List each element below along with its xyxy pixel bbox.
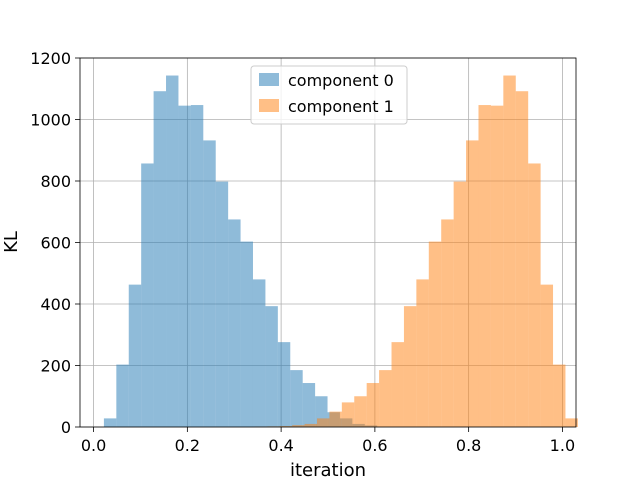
histogram-bar-component-1: [379, 370, 392, 427]
y-axis-label: KL: [1, 231, 22, 253]
histogram-bar-component-0: [141, 163, 154, 427]
histogram-bar-component-0: [240, 241, 253, 427]
histogram-bar-component-0: [277, 342, 291, 427]
legend-box: [250, 65, 408, 125]
histogram-bar-component-1: [553, 364, 566, 427]
histogram-bar-component-1: [515, 91, 529, 428]
histogram-bar-component-1: [304, 423, 317, 427]
y-tick-label: 800: [40, 172, 71, 191]
histogram-bar-component-0: [215, 181, 229, 427]
histogram-bar-component-1: [478, 105, 491, 428]
histogram-bar-component-1: [466, 140, 479, 427]
histogram-bar-component-1: [341, 402, 355, 427]
histogram-bar-component-0: [116, 364, 129, 427]
y-tick-label: 1000: [30, 111, 71, 130]
histogram-bar-component-1: [565, 418, 578, 427]
histogram-bar-component-1: [292, 425, 305, 427]
histogram-bars: [103, 75, 578, 428]
histogram-bar-component-1: [403, 306, 417, 427]
histogram-bar-component-1: [316, 418, 330, 427]
y-tick-label: 0: [61, 418, 71, 437]
histogram-bar-component-0: [302, 383, 316, 427]
y-tick-label: 400: [40, 295, 71, 314]
histogram-bar-component-1: [391, 342, 404, 427]
legend-swatch-component-0: [259, 73, 279, 86]
x-tick-label: 0.4: [268, 436, 293, 455]
histogram-bar-component-1: [528, 163, 541, 427]
x-tick-label: 0.0: [81, 436, 106, 455]
y-tick-label: 600: [40, 234, 71, 253]
legend-label-component-1: component 1: [288, 97, 394, 116]
histogram-bar-component-0: [128, 284, 142, 427]
histogram-bar-component-1: [329, 411, 342, 427]
histogram-bar-component-1: [441, 219, 454, 427]
histogram-bar-component-1: [540, 284, 554, 427]
histogram-bar-component-0: [190, 105, 204, 428]
histogram-bar-component-1: [279, 426, 293, 427]
y-tick-label: 1200: [30, 49, 71, 68]
x-tick-label: 0.2: [175, 436, 200, 455]
x-axis-label: iteration: [290, 460, 366, 480]
histogram-bar-component-0: [153, 91, 167, 428]
histogram-bar-component-0: [166, 75, 179, 427]
histogram-bar-component-1: [428, 241, 442, 427]
x-tick-label: 1.0: [550, 436, 575, 455]
y-tick-label: 200: [40, 357, 71, 376]
histogram-bar-component-0: [265, 306, 278, 427]
histogram-bar-component-1: [503, 75, 516, 427]
histogram-bar-component-1: [366, 383, 380, 427]
histogram-bar-component-0: [228, 219, 241, 427]
histogram-bar-component-0: [290, 370, 303, 427]
histogram-bar-component-1: [490, 105, 504, 427]
y-axis-ticks: 0 200 400 600 800 1000 1200: [30, 49, 80, 437]
legend: component 0 component 1: [250, 65, 408, 125]
histogram-bar-component-1: [416, 279, 429, 427]
legend-swatch-component-1: [259, 99, 279, 112]
histogram-bar-component-0: [103, 418, 117, 427]
histogram-bar-component-0: [252, 279, 266, 427]
legend-label-component-0: component 0: [288, 71, 394, 90]
x-tick-label: 0.6: [362, 436, 387, 455]
histogram-bar-component-0: [178, 105, 191, 427]
x-tick-label: 0.8: [456, 436, 481, 455]
histogram-bar-component-0: [203, 140, 216, 427]
x-axis-ticks: 0.0 0.2 0.4 0.6 0.8 1.0: [81, 427, 575, 455]
histogram-bar-component-1: [453, 181, 467, 427]
histogram-bar-component-1: [354, 396, 367, 427]
